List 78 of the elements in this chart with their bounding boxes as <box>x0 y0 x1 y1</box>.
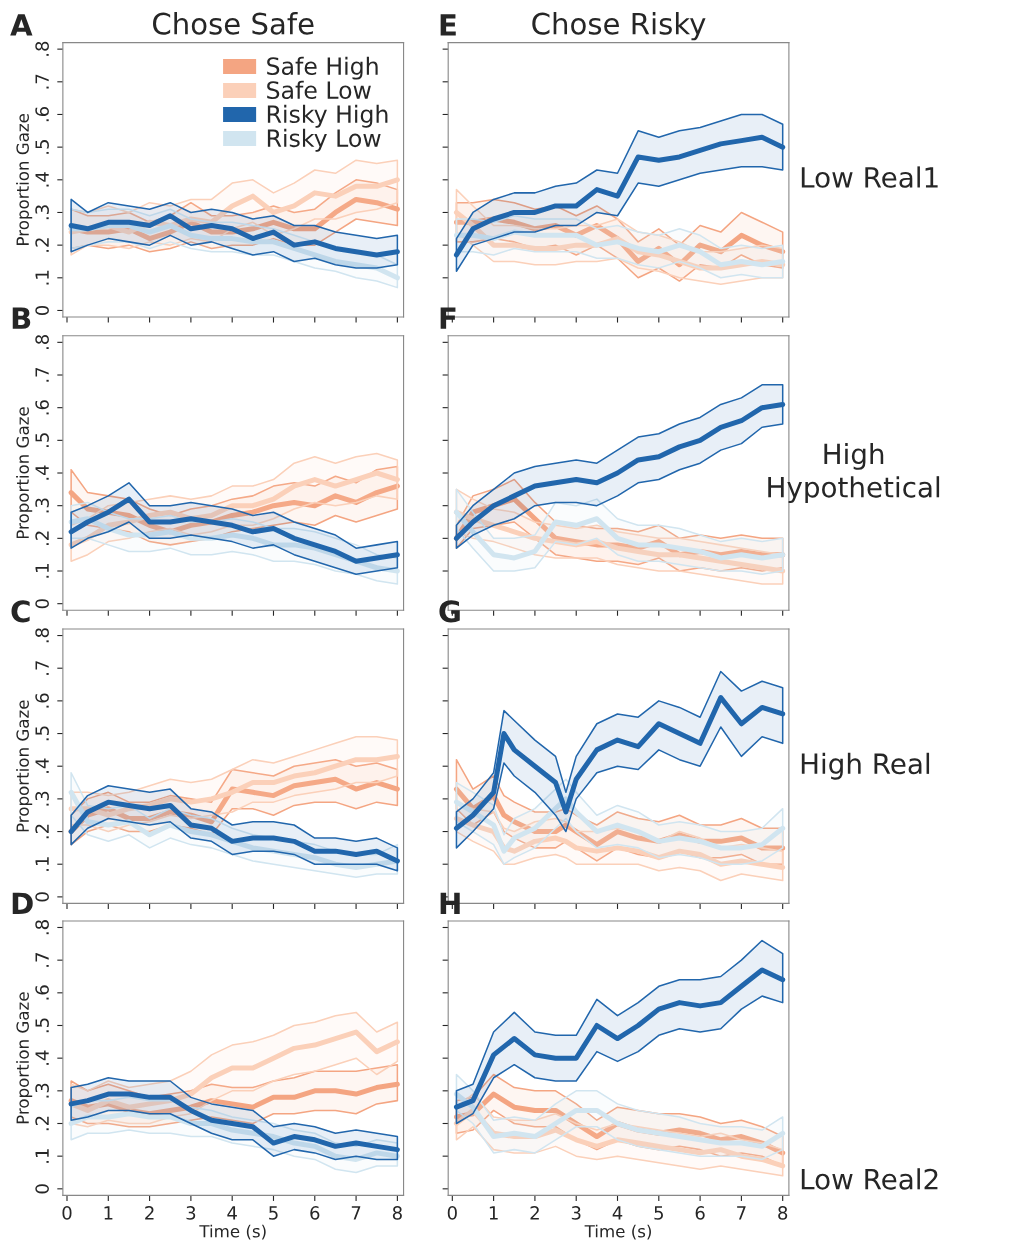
y-tick-label: .5 <box>35 140 49 154</box>
x-tick-label: 3 <box>571 1206 581 1220</box>
x-tick-label: 7 <box>737 1206 746 1220</box>
y-axis-title: Proportion Gaze <box>16 700 33 832</box>
chart-title: Chose Safe <box>153 12 314 35</box>
x-tick-label: 5 <box>269 1206 278 1220</box>
y-tick-label: .2 <box>35 238 49 252</box>
x-tick-label: 8 <box>778 1206 788 1220</box>
x-tick-label: 8 <box>392 1206 402 1220</box>
y-tick-label: .7 <box>35 953 49 967</box>
y-tick-label: .4 <box>35 172 49 187</box>
x-tick-label: 3 <box>186 1206 196 1220</box>
y-tick-label: .1 <box>35 1149 49 1163</box>
y-tick-label: 0 <box>35 892 49 902</box>
y-tick-label: .1 <box>35 857 49 871</box>
y-tick-label: .3 <box>35 791 49 806</box>
x-tick-label: 4 <box>227 1206 237 1220</box>
y-tick-label: .3 <box>35 1083 49 1098</box>
y-tick-label: .1 <box>35 564 49 578</box>
y-tick-label: .3 <box>35 498 49 513</box>
x-axis-title: Time (s) <box>199 1224 266 1240</box>
x-tick-label: 4 <box>612 1206 623 1220</box>
annotation: High Hypothetical <box>768 442 940 504</box>
x-tick-label: 2 <box>530 1206 539 1220</box>
y-tick-label: .5 <box>35 433 49 448</box>
x-tick-label: 0 <box>447 1206 457 1220</box>
y-tick-label: .3 <box>35 205 49 220</box>
text: E <box>440 14 456 36</box>
y-tick-label: .4 <box>35 465 49 480</box>
y-tick-label: .7 <box>35 74 49 89</box>
y-tick-label: .2 <box>35 531 49 546</box>
text: Low Real2 <box>801 1168 938 1190</box>
y-tick-label: .2 <box>35 1116 49 1131</box>
y-tick-label: .8 <box>35 628 49 643</box>
legend-label: Risky Low <box>267 128 381 152</box>
text: A <box>10 14 33 36</box>
x-tick-label: 6 <box>695 1206 705 1220</box>
x-tick-label: 1 <box>489 1206 498 1220</box>
y-axis-title: Proportion Gaze <box>16 992 33 1124</box>
chart-title: Chose Risky <box>532 12 706 41</box>
y-tick-label: .5 <box>35 726 49 741</box>
x-tick-label: 5 <box>654 1206 663 1220</box>
y-tick-label: .7 <box>35 367 49 382</box>
y-axis-title: Proportion Gaze <box>16 407 33 539</box>
y-axis-title: Proportion Gaze <box>16 113 33 245</box>
y-tick-label: .8 <box>35 920 49 935</box>
text: B <box>12 307 31 329</box>
x-tick-label: 7 <box>351 1206 361 1220</box>
legend-label: Risky High <box>267 104 388 128</box>
y-tick-label: .6 <box>35 400 49 415</box>
y-tick-label: .8 <box>35 41 49 56</box>
y-tick-label: 0 <box>35 305 49 316</box>
y-tick-label: .7 <box>35 661 49 675</box>
text: Low Real1 <box>801 166 938 188</box>
y-tick-label: .6 <box>35 693 49 708</box>
y-tick-label: 0 <box>35 1184 49 1194</box>
annotation: F <box>440 307 456 329</box>
text: High Real <box>801 752 930 780</box>
x-tick-label: 0 <box>62 1206 72 1220</box>
y-tick-label: 0 <box>35 599 49 609</box>
y-tick-label: .6 <box>35 106 49 122</box>
y-tick-label: .4 <box>35 1050 49 1065</box>
annotation: G <box>439 600 460 623</box>
x-tick-label: 1 <box>104 1206 113 1220</box>
annotation: H <box>440 892 460 914</box>
legend-label: Safe Low <box>267 80 371 100</box>
x-tick-label: 6 <box>310 1206 320 1220</box>
y-tick-label: .6 <box>35 985 49 1000</box>
y-tick-label: .2 <box>35 824 49 839</box>
text: D <box>12 892 33 914</box>
text: C <box>11 600 30 623</box>
x-axis-title: Time (s) <box>584 1224 651 1240</box>
y-tick-label: .4 <box>35 758 49 773</box>
y-tick-label: .8 <box>35 334 49 350</box>
y-tick-label: .5 <box>35 1018 49 1033</box>
y-tick-label: .1 <box>35 270 49 285</box>
x-tick-label: 2 <box>145 1206 154 1220</box>
legend-label: Safe High <box>267 56 378 80</box>
